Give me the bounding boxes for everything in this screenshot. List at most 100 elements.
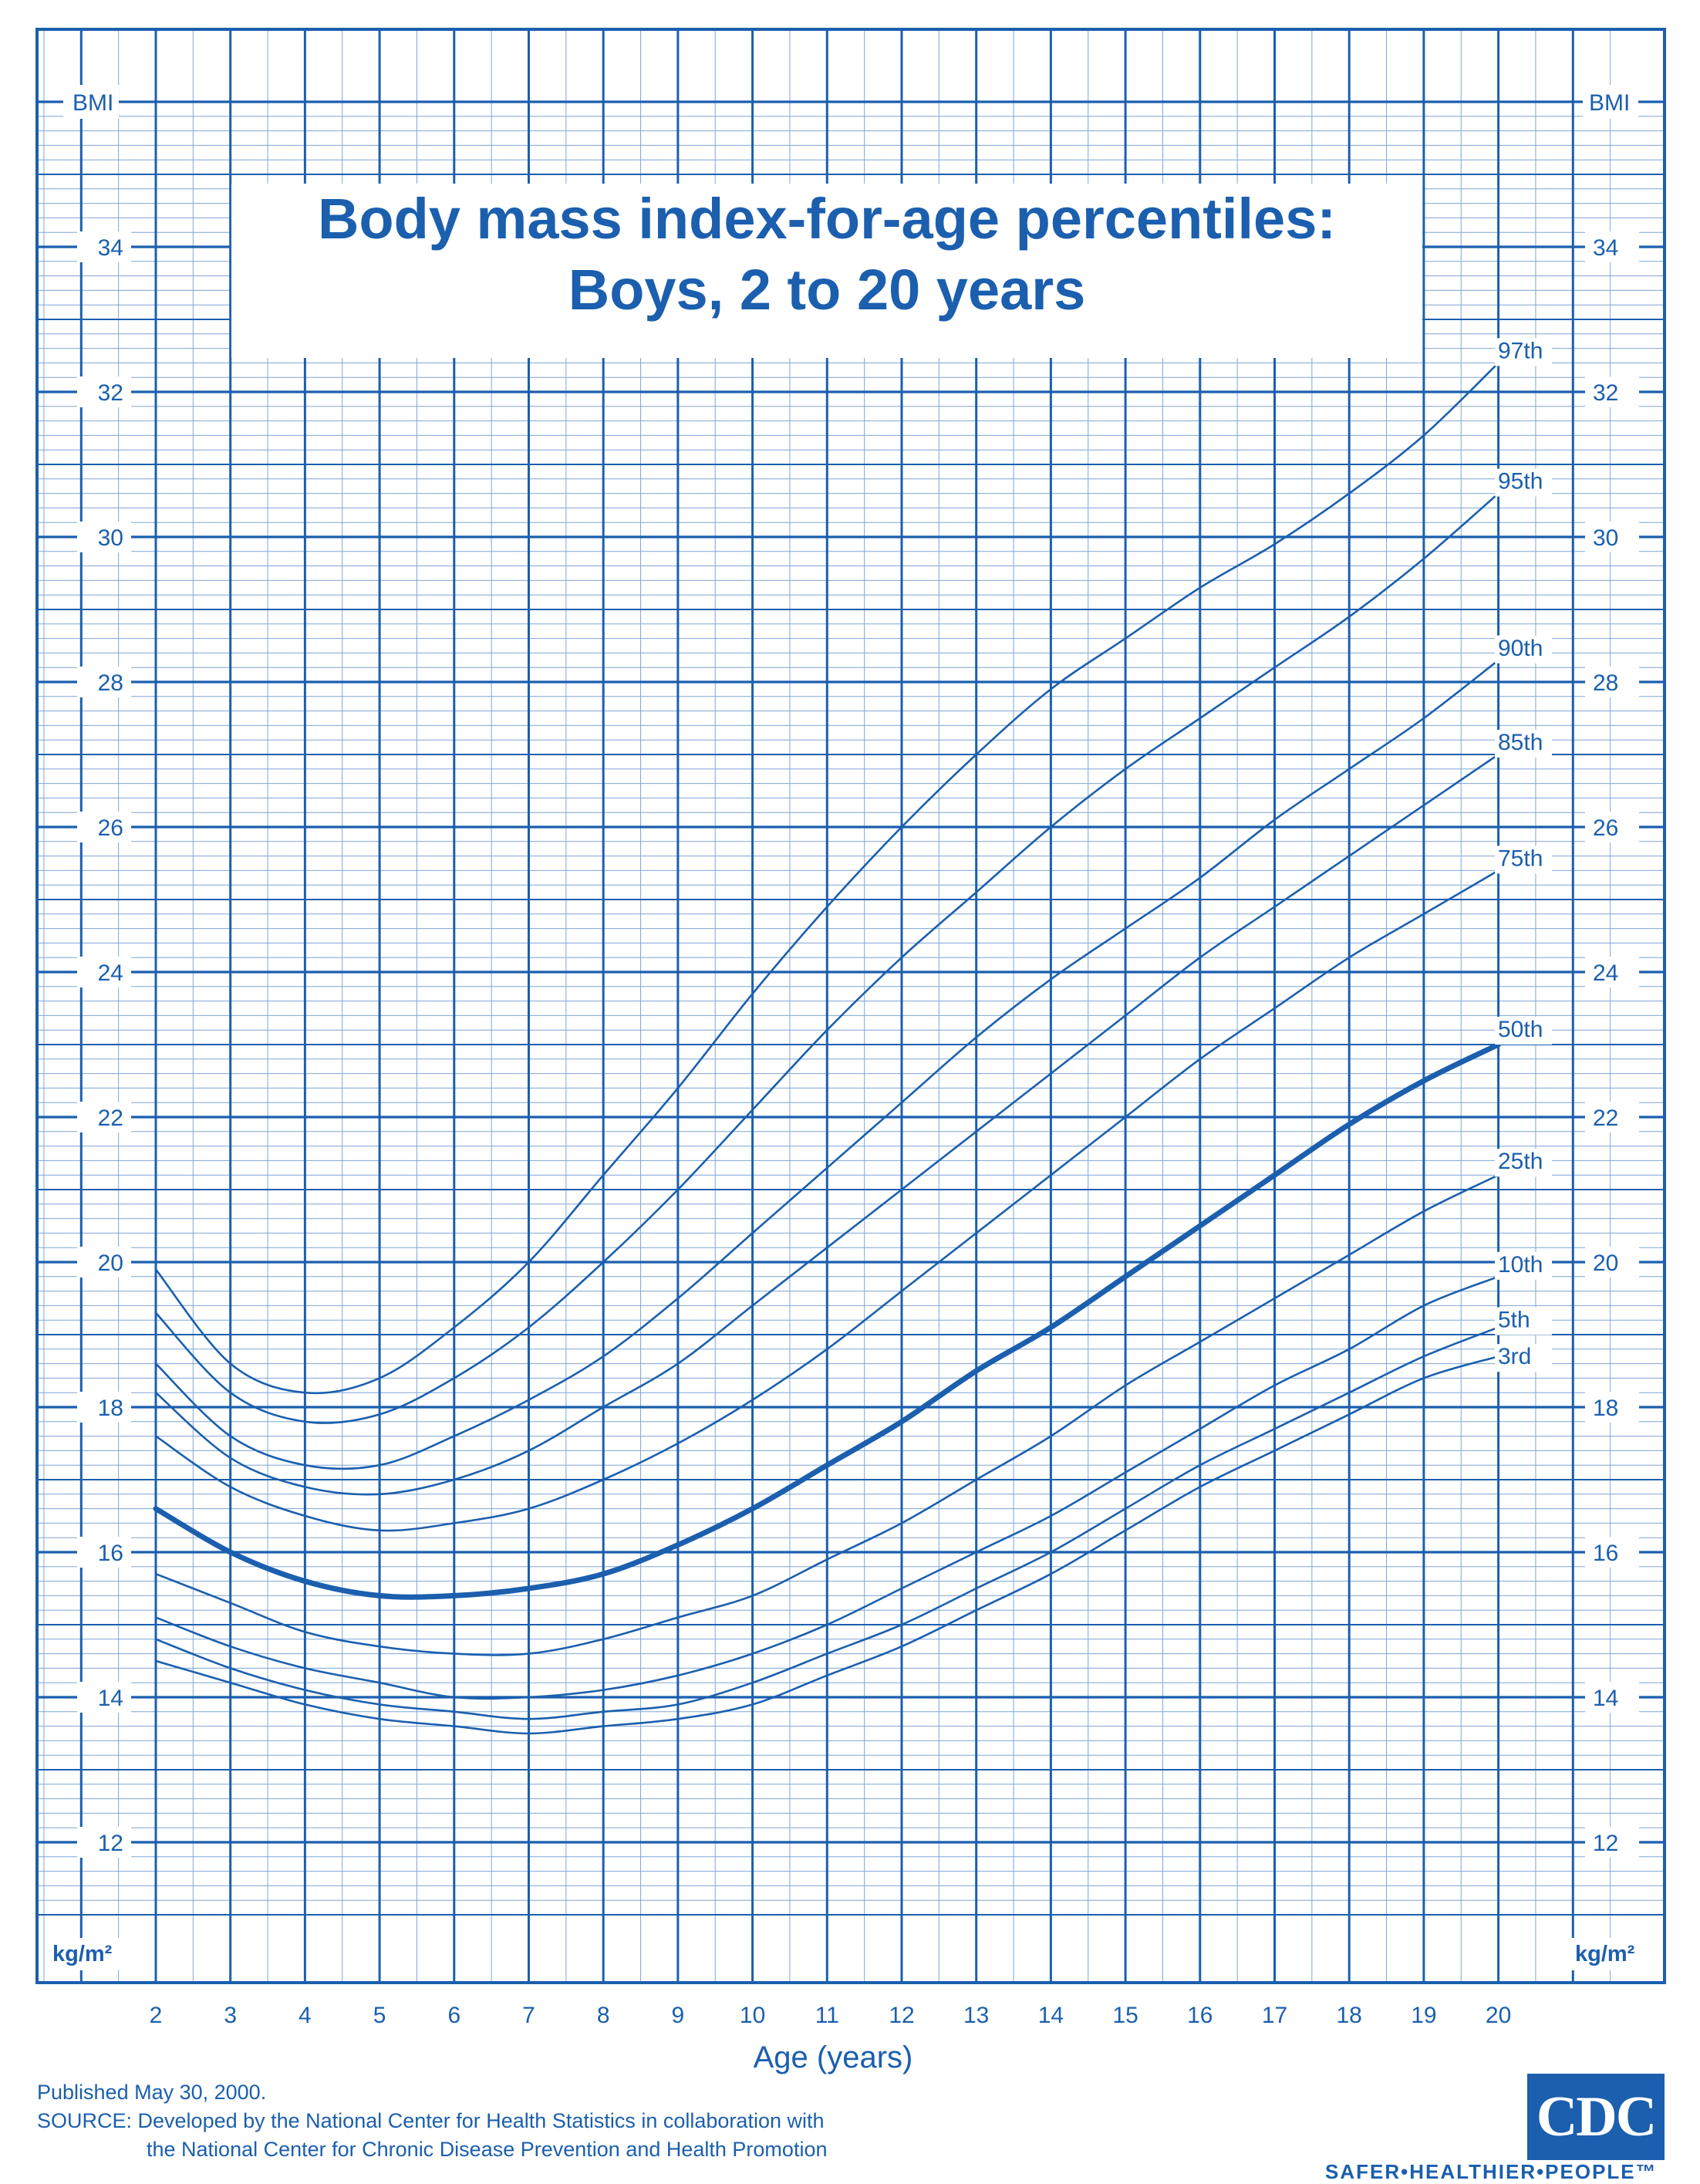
series-label-97th: 97th — [1498, 338, 1543, 363]
bmi-label-bg-left — [63, 85, 119, 119]
series-label-25th: 25th — [1498, 1149, 1543, 1174]
x-tick-label: 17 — [1262, 2003, 1287, 2028]
series-label-50th: 50th — [1498, 1017, 1543, 1042]
percentile-curve-75th — [154, 869, 1499, 1532]
y-tick-label-right: 22 — [1593, 1106, 1618, 1131]
y-tick-label-left: 32 — [98, 380, 123, 406]
y-tick-label-right: 34 — [1593, 235, 1618, 261]
series-label-5th: 5th — [1498, 1308, 1530, 1333]
source-line1: SOURCE: Developed by the National Center… — [37, 2109, 825, 2132]
unit-label-right: kg/m² — [1575, 1942, 1635, 1966]
y-tick-bg-right — [1585, 957, 1639, 987]
series-label-bg — [1495, 846, 1552, 874]
series-label-bg — [1495, 1344, 1552, 1372]
y-tick-bg-right — [1585, 1827, 1639, 1858]
series-label-bg — [1495, 338, 1552, 366]
x-tick-label: 2 — [150, 2003, 163, 2028]
y-tick-bg-right — [1585, 667, 1639, 697]
series-label-3rd: 3rd — [1498, 1344, 1531, 1369]
percentile-curve-85th — [154, 753, 1499, 1496]
y-tick-bg-left — [77, 1102, 131, 1133]
chart-frame — [35, 28, 1666, 1984]
y-tick-label-right: 12 — [1593, 1831, 1618, 1856]
x-tick-label: 3 — [224, 2003, 237, 2028]
percentile-curve-10th — [154, 1275, 1499, 1700]
x-tick-label: 20 — [1486, 2003, 1511, 2028]
x-tick-label: 15 — [1112, 2003, 1138, 2028]
y-tick-bg-right — [1585, 1392, 1639, 1423]
y-tick-bg-right — [1585, 376, 1639, 407]
x-tick-label: 10 — [740, 2003, 765, 2028]
percentile-curve-50th — [153, 1041, 1502, 1600]
y-tick-label-left: 34 — [98, 235, 123, 261]
y-tick-label-right: 28 — [1593, 670, 1618, 696]
series-label-bg — [1495, 635, 1552, 663]
cdc-tagline: SAFER•HEALTHIER•PEOPLE™ — [1325, 2160, 1658, 2183]
published-date: Published May 30, 2000. — [37, 2081, 267, 2104]
y-tick-label-right: 30 — [1593, 525, 1618, 551]
y-tick-bg-left — [77, 667, 131, 697]
y-tick-label-left: 22 — [98, 1106, 123, 1131]
unit-label-left: kg/m² — [52, 1942, 113, 1966]
series-label-85th: 85th — [1498, 730, 1543, 755]
y-tick-bg-right — [1585, 1247, 1639, 1278]
series-label-bg — [1495, 1307, 1552, 1335]
x-tick-label: 16 — [1187, 2003, 1213, 2028]
series-label-bg — [1495, 468, 1552, 497]
percentile-curve-95th — [154, 492, 1499, 1424]
x-axis-title: Age (years) — [754, 2041, 913, 2074]
percentile-curve-5th — [154, 1326, 1499, 1720]
y-tick-bg-right — [1585, 1682, 1639, 1713]
x-tick-label: 7 — [522, 2003, 535, 2028]
series-label-90th: 90th — [1498, 636, 1543, 661]
y-tick-bg-left — [77, 1247, 131, 1278]
y-tick-label-right: 32 — [1593, 380, 1618, 406]
y-tick-label-right: 24 — [1593, 960, 1618, 986]
unit-bg-right — [1569, 1938, 1660, 1970]
series-label-10th: 10th — [1498, 1252, 1543, 1278]
x-tick-label: 13 — [963, 2003, 989, 2028]
y-tick-bg-left — [77, 376, 131, 407]
percentile-curve-25th — [154, 1173, 1499, 1656]
y-tick-label-right: 20 — [1593, 1251, 1618, 1276]
x-tick-label: 5 — [373, 2003, 386, 2028]
cdc-logo-text: CDC — [1536, 2085, 1657, 2149]
y-tick-bg-right — [1585, 1102, 1639, 1133]
chart-title-line1: Body mass index-for-age percentiles: — [317, 187, 1337, 251]
chart-title-line2: Boys, 2 to 20 years — [568, 258, 1086, 322]
y-tick-label-left: 18 — [98, 1396, 123, 1421]
x-tick-label: 12 — [889, 2003, 914, 2028]
x-tick-label: 6 — [447, 2003, 460, 2028]
y-tick-bg-left — [77, 1827, 131, 1858]
series-label-bg — [1495, 1017, 1552, 1045]
y-tick-label-left: 30 — [98, 525, 123, 551]
x-tick-label: 14 — [1038, 2003, 1064, 2028]
percentile-curve-90th — [154, 659, 1499, 1470]
y-tick-label-left: 16 — [98, 1541, 123, 1566]
cdc-logo: CDC — [1527, 2074, 1665, 2160]
x-tick-label: 19 — [1411, 2003, 1436, 2028]
footer: Published May 30, 2000. SOURCE: Develope… — [37, 2078, 827, 2164]
y-tick-bg-right — [1585, 522, 1639, 552]
bmi-label-bg-right — [1583, 85, 1638, 119]
x-tick-label: 9 — [672, 2003, 685, 2028]
y-tick-label-left: 14 — [98, 1686, 123, 1711]
series-label-75th: 75th — [1498, 846, 1543, 871]
x-tick-label: 4 — [299, 2003, 312, 2028]
y-tick-label-right: 18 — [1593, 1396, 1618, 1421]
percentile-curve-3rd — [154, 1355, 1499, 1735]
y-tick-bg-left — [77, 812, 131, 842]
y-tick-label-left: 20 — [98, 1251, 123, 1276]
series-label-bg — [1495, 730, 1552, 758]
series-label-bg — [1495, 1251, 1552, 1280]
y-tick-label-right: 14 — [1593, 1686, 1618, 1711]
y-tick-bg-right — [1585, 812, 1639, 842]
y-tick-label-right: 16 — [1593, 1541, 1618, 1566]
title-box: Body mass index-for-age percentiles: Boy… — [231, 184, 1422, 358]
unit-bg-left — [45, 1938, 136, 1970]
y-tick-bg-left — [77, 1392, 131, 1423]
x-tick-label: 11 — [815, 2003, 839, 2028]
y-tick-bg-left — [77, 957, 131, 987]
bmi-axis-label-right: BMI — [1589, 90, 1630, 116]
source-line2: the National Center for Chronic Disease … — [147, 2138, 828, 2161]
